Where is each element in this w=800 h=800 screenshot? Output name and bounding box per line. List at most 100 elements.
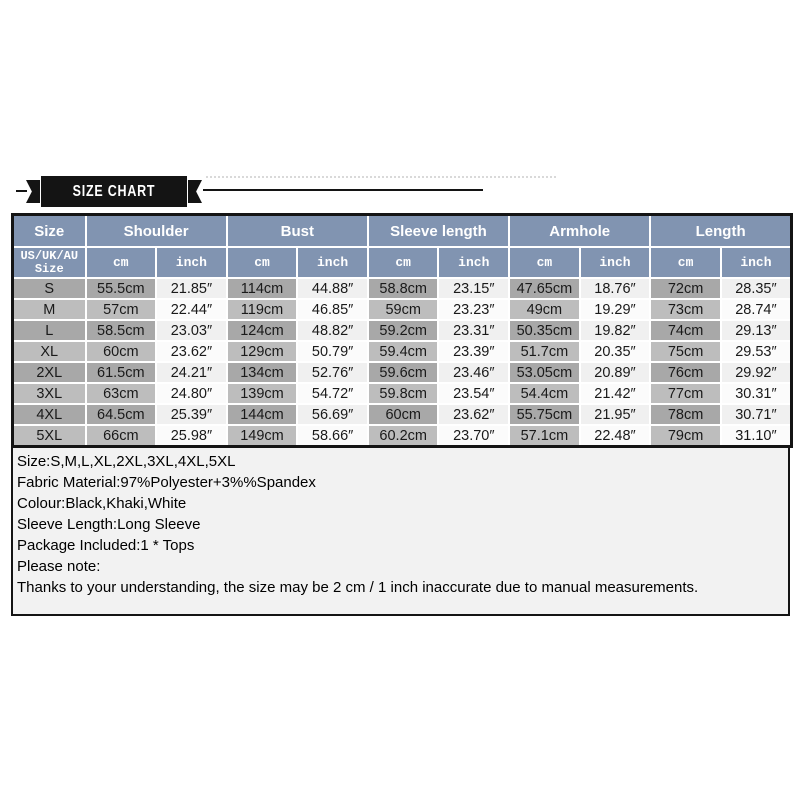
dotted-line-decoration xyxy=(206,176,556,178)
unit-header-inch: inch xyxy=(437,246,511,279)
cm-value-cell: 114cm xyxy=(225,277,299,300)
unit-header-cm: cm xyxy=(84,246,158,279)
cm-value-cell: 54.4cm xyxy=(508,382,581,405)
sheet: Size Shoulder Bust Sleeve length Armhole… xyxy=(11,213,793,616)
cm-value-cell: 57.1cm xyxy=(508,424,581,448)
size-value-cell: 4XL xyxy=(11,403,87,426)
cm-value-cell: 119cm xyxy=(225,298,299,321)
cm-value-cell: 66cm xyxy=(84,424,158,448)
inch-value-cell: 29.53″ xyxy=(719,340,793,363)
inch-value-cell: 21.42″ xyxy=(578,382,652,405)
cm-value-cell: 59.4cm xyxy=(366,340,440,363)
inch-value-cell: 23.39″ xyxy=(437,340,511,363)
inch-value-cell: 23.15″ xyxy=(437,277,511,300)
cm-value-cell: 59.8cm xyxy=(366,382,440,405)
unit-header-cm: cm xyxy=(508,246,581,279)
unit-header-inch: inch xyxy=(155,246,228,279)
inch-value-cell: 23.54″ xyxy=(437,382,511,405)
left-dash-decoration xyxy=(16,190,27,192)
inch-value-cell: 23.46″ xyxy=(437,361,511,384)
cm-value-cell: 139cm xyxy=(225,382,299,405)
column-header-size: Size xyxy=(11,213,87,248)
table-row: XL 60cm 23.62″ 129cm 50.79″ 59.4cm 23.39″ 51.7c… xyxy=(11,340,793,363)
inch-value-cell: 19.82″ xyxy=(578,319,652,342)
unit-header-cm: cm xyxy=(649,246,722,279)
cm-value-cell: 73cm xyxy=(649,298,722,321)
column-header-bust: Bust xyxy=(225,213,369,248)
cm-value-cell: 124cm xyxy=(225,319,299,342)
ribbon-right-tail-icon xyxy=(188,180,202,203)
cm-value-cell: 60.2cm xyxy=(366,424,440,448)
inch-value-cell: 58.66″ xyxy=(296,424,369,448)
note-line: Colour:Black,Khaki,White xyxy=(17,495,187,512)
column-header-us-uk-au-size: US/UK/AU Size xyxy=(11,246,87,279)
unit-header-inch: inch xyxy=(719,246,793,279)
size-chart-ribbon: SIZE CHART xyxy=(41,176,187,207)
inch-value-cell: 18.76″ xyxy=(578,277,652,300)
cm-value-cell: 60cm xyxy=(84,340,158,363)
inch-value-cell: 23.70″ xyxy=(437,424,511,448)
unit-header-inch: inch xyxy=(296,246,369,279)
cm-value-cell: 63cm xyxy=(84,382,158,405)
cm-value-cell: 77cm xyxy=(649,382,722,405)
note-line: Fabric Material:97%Polyester+3%%Spandex xyxy=(17,474,316,491)
cm-value-cell: 72cm xyxy=(649,277,722,300)
column-header-armhole: Armhole xyxy=(508,213,652,248)
size-label: Size xyxy=(34,261,64,276)
cm-value-cell: 55.75cm xyxy=(508,403,581,426)
table-row: 2XL 61.5cm 24.21″ 134cm 52.76″ 59.6cm 23.46″ 53… xyxy=(11,361,793,384)
inch-value-cell: 20.35″ xyxy=(578,340,652,363)
inch-value-cell: 28.74″ xyxy=(719,298,793,321)
inch-value-cell: 28.35″ xyxy=(719,277,793,300)
inch-value-cell: 31.10″ xyxy=(719,424,793,448)
banner: SIZE CHART xyxy=(0,176,800,210)
inch-value-cell: 30.31″ xyxy=(719,382,793,405)
cm-value-cell: 55.5cm xyxy=(84,277,158,300)
cm-value-cell: 144cm xyxy=(225,403,299,426)
inch-value-cell: 46.85″ xyxy=(296,298,369,321)
cm-value-cell: 79cm xyxy=(649,424,722,448)
inch-value-cell: 23.62″ xyxy=(155,340,228,363)
size-value-cell: S xyxy=(11,277,87,300)
inch-value-cell: 56.69″ xyxy=(296,403,369,426)
cm-value-cell: 49cm xyxy=(508,298,581,321)
inch-value-cell: 30.71″ xyxy=(719,403,793,426)
unit-header-cm: cm xyxy=(225,246,299,279)
inch-value-cell: 48.82″ xyxy=(296,319,369,342)
cm-value-cell: 64.5cm xyxy=(84,403,158,426)
inch-value-cell: 21.95″ xyxy=(578,403,652,426)
size-value-cell: 5XL xyxy=(11,424,87,448)
cm-value-cell: 53.05cm xyxy=(508,361,581,384)
cm-value-cell: 60cm xyxy=(366,403,440,426)
table-row: M 57cm 22.44″ 119cm 46.85″ 59cm 23.23″ 49cm 19.2… xyxy=(11,298,793,321)
size-value-cell: 2XL xyxy=(11,361,87,384)
cm-value-cell: 59cm xyxy=(366,298,440,321)
inch-value-cell: 24.80″ xyxy=(155,382,228,405)
inch-value-cell: 23.62″ xyxy=(437,403,511,426)
unit-header-row: US/UK/AU Size cm inch cm inch cm inch cm… xyxy=(11,246,793,279)
note-line: Sleeve Length:Long Sleeve xyxy=(17,516,201,533)
cm-value-cell: 47.65cm xyxy=(508,277,581,300)
product-notes-box: Size:S,M,L,XL,2XL,3XL,4XL,5XL Fabric Mate… xyxy=(11,448,790,616)
cm-value-cell: 76cm xyxy=(649,361,722,384)
inch-value-cell: 50.79″ xyxy=(296,340,369,363)
cm-value-cell: 50.35cm xyxy=(508,319,581,342)
cm-value-cell: 61.5cm xyxy=(84,361,158,384)
size-value-cell: L xyxy=(11,319,87,342)
column-header-length: Length xyxy=(649,213,793,248)
us-uk-au-label: US/UK/AU xyxy=(20,248,79,263)
group-header-row: Size Shoulder Bust Sleeve length Armhole… xyxy=(11,213,793,248)
inch-value-cell: 25.39″ xyxy=(155,403,228,426)
table-row: L 58.5cm 23.03″ 124cm 48.82″ 59.2cm 23.31″ 50.3… xyxy=(11,319,793,342)
inch-value-cell: 22.44″ xyxy=(155,298,228,321)
table-row: 4XL 64.5cm 25.39″ 144cm 56.69″ 60cm 23.62″ 55.7… xyxy=(11,403,793,426)
inch-value-cell: 23.03″ xyxy=(155,319,228,342)
inch-value-cell: 44.88″ xyxy=(296,277,369,300)
table-row: S 55.5cm 21.85″ 114cm 44.88″ 58.8cm 23.15″ 47.6… xyxy=(11,277,793,300)
cm-value-cell: 58.8cm xyxy=(366,277,440,300)
inch-value-cell: 52.76″ xyxy=(296,361,369,384)
inch-value-cell: 29.13″ xyxy=(719,319,793,342)
inch-value-cell: 21.85″ xyxy=(155,277,228,300)
cm-value-cell: 78cm xyxy=(649,403,722,426)
